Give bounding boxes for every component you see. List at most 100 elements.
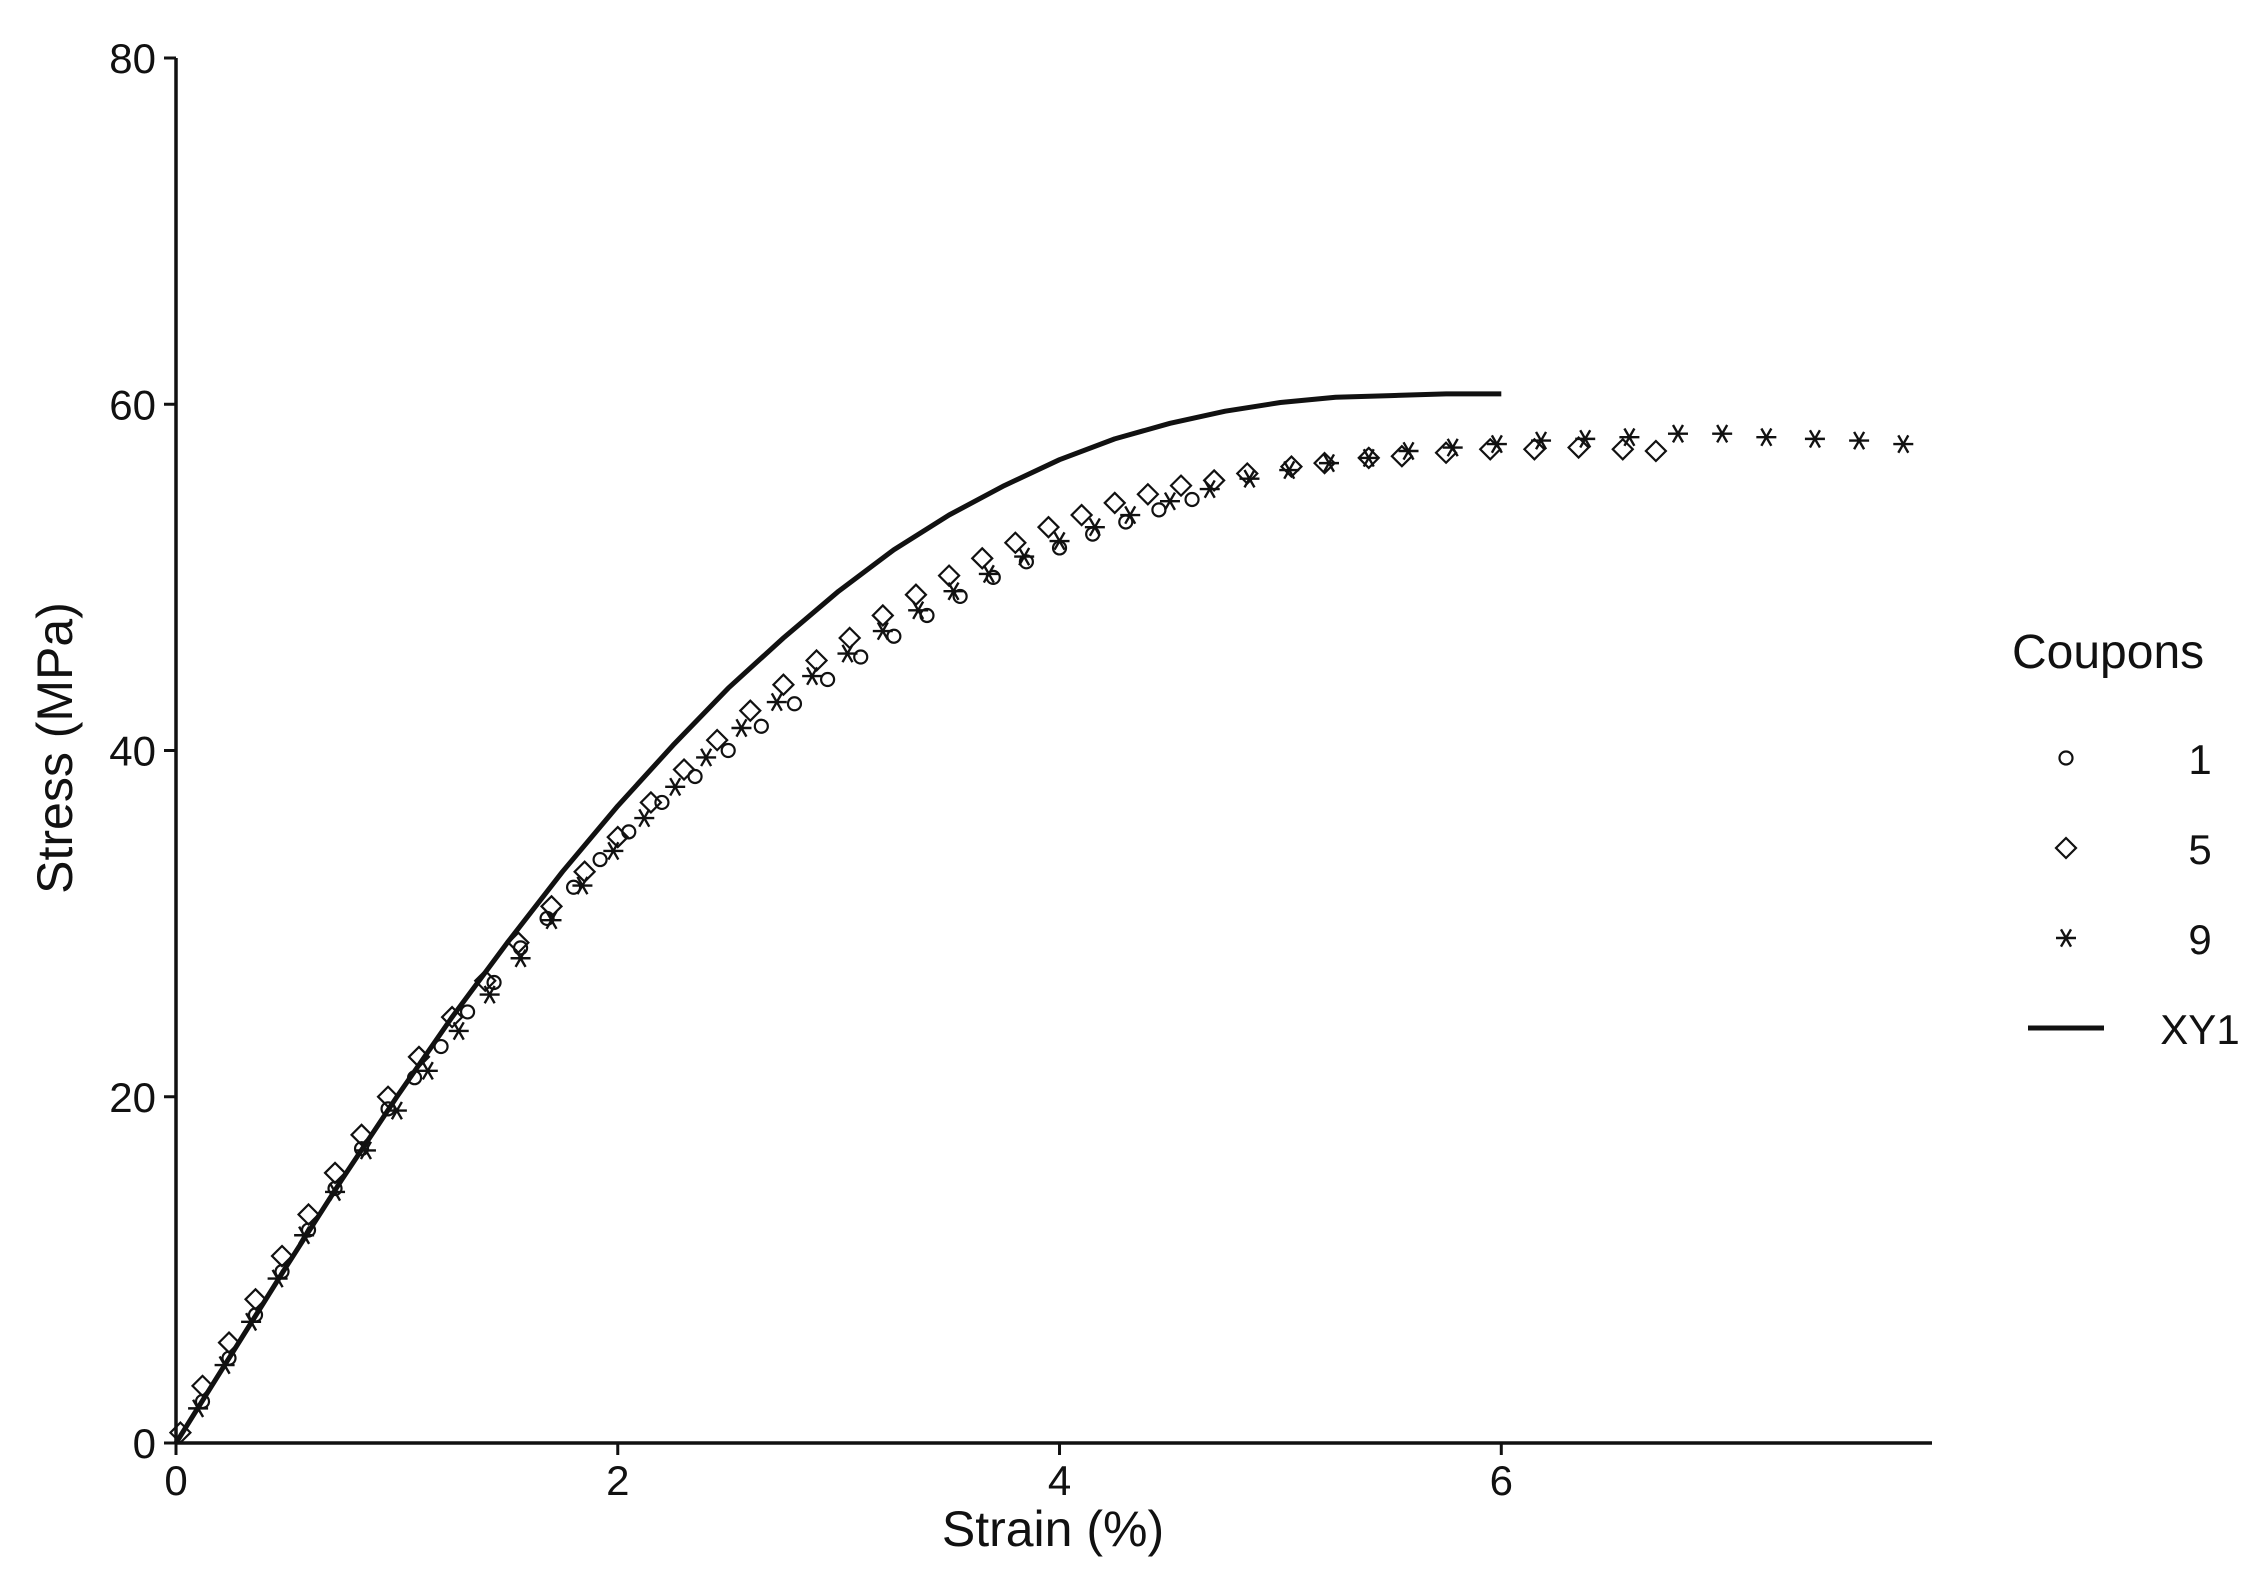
data-point bbox=[672, 757, 696, 782]
data-point bbox=[1159, 491, 1180, 511]
y-tick-label: 0 bbox=[133, 1420, 156, 1467]
data-point bbox=[510, 948, 531, 968]
data-point bbox=[621, 824, 637, 840]
data-point bbox=[1442, 438, 1463, 457]
data-point bbox=[720, 742, 736, 759]
data-point bbox=[1567, 435, 1591, 460]
data-point bbox=[1103, 491, 1127, 515]
data-point bbox=[1184, 491, 1200, 508]
data-point bbox=[908, 601, 929, 620]
legend-marker bbox=[2054, 836, 2078, 860]
data-point bbox=[771, 673, 795, 697]
series-5 bbox=[168, 435, 1668, 1445]
data-point bbox=[886, 628, 902, 644]
data-point bbox=[1849, 431, 1870, 450]
data-point bbox=[1279, 460, 1300, 480]
legend-item: 1 bbox=[2058, 736, 2212, 783]
x-tick-label: 2 bbox=[606, 1457, 629, 1504]
data-point bbox=[731, 718, 752, 738]
data-point bbox=[665, 777, 686, 797]
data-point bbox=[190, 1374, 215, 1398]
data-point bbox=[417, 1061, 438, 1081]
data-point bbox=[572, 876, 593, 895]
data-point bbox=[270, 1244, 294, 1268]
y-tick-label: 40 bbox=[109, 728, 156, 775]
series-line-xy1 bbox=[173, 391, 1502, 1445]
data-point bbox=[871, 603, 895, 628]
data-point bbox=[1318, 453, 1339, 473]
data-point bbox=[943, 581, 964, 601]
data-point bbox=[603, 841, 624, 861]
data-point bbox=[1358, 448, 1379, 468]
data-point bbox=[1531, 431, 1552, 450]
data-point bbox=[1712, 424, 1733, 443]
data-point bbox=[592, 851, 608, 868]
data-point bbox=[786, 696, 803, 712]
series-9 bbox=[188, 424, 1914, 1418]
data-point bbox=[1644, 439, 1668, 463]
data-point bbox=[634, 808, 655, 828]
legend: Coupons 1 5 9 XY1 bbox=[2012, 626, 2240, 1053]
data-point bbox=[1036, 515, 1061, 539]
data-point bbox=[1070, 503, 1094, 527]
data-point bbox=[1575, 429, 1596, 449]
data-point bbox=[819, 671, 836, 688]
data-point bbox=[479, 985, 500, 1004]
legend-label: XY1 bbox=[2160, 1006, 2239, 1053]
data-point bbox=[459, 1004, 476, 1020]
data-point bbox=[1120, 505, 1141, 525]
data-point bbox=[1893, 434, 1914, 454]
data-point bbox=[539, 894, 564, 918]
data-point bbox=[1756, 427, 1777, 447]
data-point bbox=[1522, 437, 1546, 461]
legend-title: Coupons bbox=[2012, 626, 2204, 679]
legend-item: 9 bbox=[2056, 916, 2212, 963]
y-axis-title: Stress (MPa) bbox=[27, 602, 83, 894]
data-point bbox=[872, 621, 893, 641]
data-point bbox=[1804, 429, 1825, 449]
data-point bbox=[541, 910, 562, 930]
data-point bbox=[1199, 479, 1220, 499]
data-point bbox=[243, 1287, 268, 1311]
data-point bbox=[1136, 482, 1160, 506]
data-point bbox=[970, 546, 994, 570]
legend-label: 5 bbox=[2188, 826, 2211, 873]
data-point bbox=[738, 699, 762, 723]
data-point bbox=[1169, 474, 1193, 498]
data-point bbox=[1239, 469, 1260, 488]
data-point bbox=[696, 748, 717, 767]
data-point bbox=[217, 1331, 241, 1355]
data-point bbox=[1486, 434, 1507, 454]
legend-item: 5 bbox=[2054, 826, 2212, 873]
series-1 bbox=[194, 491, 1200, 1410]
legend-label: 1 bbox=[2188, 736, 2211, 783]
data-point bbox=[952, 588, 968, 605]
data-point bbox=[705, 728, 729, 752]
data-point bbox=[837, 644, 858, 663]
x-tick-label: 0 bbox=[164, 1457, 187, 1504]
data-point bbox=[753, 718, 769, 734]
data-point bbox=[978, 564, 999, 584]
y-tick-label: 80 bbox=[109, 35, 156, 82]
y-tick-label: 60 bbox=[109, 381, 156, 428]
x-tick-label: 6 bbox=[1490, 1457, 1513, 1504]
data-point bbox=[1014, 547, 1035, 566]
data-point bbox=[440, 1005, 464, 1029]
data-point bbox=[1619, 427, 1640, 447]
data-point bbox=[1049, 531, 1070, 551]
legend-item: XY1 bbox=[2028, 1006, 2240, 1053]
legend-marker bbox=[2058, 750, 2074, 766]
x-axis-title: Strain (%) bbox=[942, 1501, 1164, 1557]
data-point bbox=[654, 794, 670, 811]
legend-marker bbox=[2056, 928, 2076, 948]
data-point bbox=[1151, 502, 1167, 518]
data-point bbox=[1202, 468, 1226, 492]
data-point bbox=[448, 1021, 469, 1041]
data-point bbox=[1667, 424, 1688, 443]
data-point bbox=[296, 1202, 321, 1227]
legend-label: 9 bbox=[2188, 916, 2211, 963]
x-tick-label: 4 bbox=[1048, 1457, 1071, 1504]
data-point bbox=[1003, 531, 1027, 555]
